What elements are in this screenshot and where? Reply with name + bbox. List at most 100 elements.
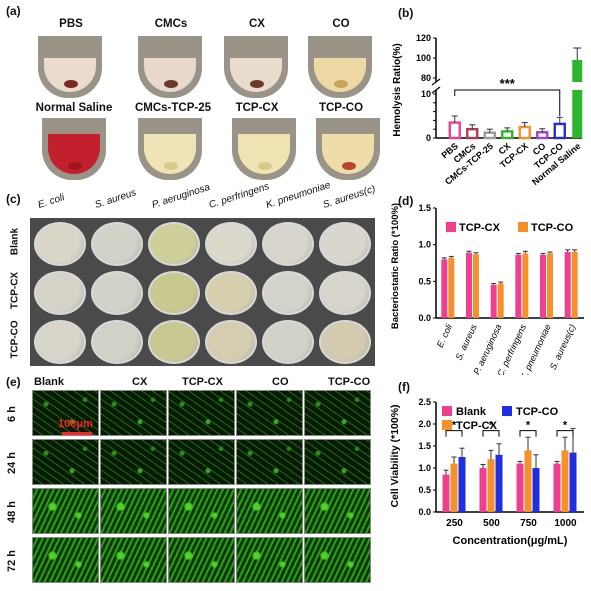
scale-bar <box>62 432 92 435</box>
petri-dish <box>262 320 314 364</box>
bar <box>524 450 532 512</box>
sediment-dot <box>250 80 264 88</box>
significance-bracket <box>519 430 537 437</box>
row-label: 48 h <box>6 501 18 524</box>
micrograph <box>32 488 99 534</box>
petri-dish <box>319 271 371 315</box>
row-label: 6 h <box>6 406 18 422</box>
bar <box>564 252 571 318</box>
bar <box>483 131 496 140</box>
micrograph <box>168 439 235 485</box>
column-label: P. aeruginosa <box>150 181 212 211</box>
axis-break-mark <box>431 78 441 86</box>
x-tick-label: 750 <box>520 518 537 529</box>
sample-tube <box>308 36 372 98</box>
y-tick-label: 0.5 <box>418 485 431 495</box>
y-tick-label: 10 <box>421 89 431 99</box>
x-tick-label: S. aureus(c) <box>548 323 578 372</box>
petri-dish <box>34 320 86 364</box>
sediment-dot <box>334 80 348 88</box>
bar-lower <box>572 90 583 138</box>
bar <box>490 285 497 318</box>
bar <box>561 450 569 512</box>
column-label: CX <box>132 376 148 388</box>
dish-grid-background <box>30 218 375 366</box>
panel-label-c: (c) <box>6 192 21 206</box>
sediment-dot <box>342 162 356 170</box>
significance-bracket <box>445 430 463 437</box>
sample-tube <box>138 36 202 98</box>
bacteriostatic-chart: 0.0 0.5 1.0 1.5 Bacteriostatic Ratio (*100%)… <box>390 203 584 375</box>
x-tick-label: E. coli <box>435 322 455 349</box>
y-tick-label: 0.0 <box>418 507 431 517</box>
sediment-dot <box>164 80 178 88</box>
column-label: Blank <box>34 376 64 388</box>
sample-tube <box>224 36 288 98</box>
micrograph <box>304 537 371 583</box>
legend-label: TCP-CX <box>456 420 498 432</box>
tube-label: Normal Saline <box>35 102 113 114</box>
bar <box>522 253 529 318</box>
legend-swatch <box>442 406 452 416</box>
column-label: TCP-CO <box>328 376 371 388</box>
sample-tube <box>316 118 380 180</box>
bar <box>572 60 583 82</box>
y-axis-label: Hemolysis Ratio(%) <box>392 43 403 136</box>
micrograph <box>236 488 303 534</box>
y-tick-label: 120 <box>416 33 431 43</box>
micrograph <box>168 537 235 583</box>
panel-label-f: (f) <box>398 380 410 394</box>
tube-label: PBS <box>59 18 83 30</box>
micrograph <box>32 390 99 436</box>
axis-break-mark <box>431 86 441 94</box>
significance-star: * <box>563 420 568 432</box>
micrograph <box>32 537 99 583</box>
significance-stars: *** <box>500 76 516 91</box>
legend-swatch <box>502 406 512 416</box>
bar <box>466 252 472 318</box>
y-tick-label: 80 <box>421 73 431 83</box>
column-label: CO <box>272 376 289 388</box>
petri-dish <box>34 222 86 266</box>
y-tick-label: 0 <box>426 133 431 143</box>
bar <box>540 254 546 318</box>
legend-swatch <box>442 420 452 430</box>
significance-bracket <box>482 430 500 437</box>
bar <box>487 459 495 512</box>
micrograph <box>168 488 235 534</box>
micrograph <box>100 537 167 583</box>
column-label: TCP-CX <box>182 376 223 388</box>
bar <box>532 468 540 512</box>
row-label: TCP-CO <box>9 320 21 359</box>
bar <box>442 474 450 512</box>
petri-dish <box>148 222 200 266</box>
row-label: 24 h <box>6 452 18 475</box>
micrograph <box>304 488 371 534</box>
x-tick-label: 250 <box>446 518 463 529</box>
sediment-dot <box>258 162 272 170</box>
significance-bracket <box>454 89 561 116</box>
significance-bracket <box>556 430 574 437</box>
tube-label: CX <box>249 18 265 30</box>
micrograph <box>100 488 167 534</box>
cell-viability-chart: 0.0 0.5 1.0 1.5 2.0 2.5 Cell Viability (*100%)… <box>389 397 584 547</box>
micrograph <box>100 439 167 485</box>
y-tick-label: 2.5 <box>418 397 431 407</box>
legend-swatch <box>518 222 528 232</box>
bar <box>518 125 531 140</box>
petri-dish <box>148 271 200 315</box>
bar <box>473 254 479 318</box>
micrograph <box>236 537 303 583</box>
fluorescence-panel: Blank CX TCP-CX CO TCP-CO 6 h 24 h 48 h 72 h 100… <box>0 376 380 591</box>
petri-dish <box>91 222 143 266</box>
bar <box>495 454 503 512</box>
column-label: C. perfringens <box>207 181 271 211</box>
y-tick-label: 0.5 <box>418 276 431 286</box>
micrograph <box>304 439 371 485</box>
bar <box>448 257 455 318</box>
bar <box>458 457 466 512</box>
panel-label-a: (a) <box>6 4 21 18</box>
significance-star: * <box>526 420 531 432</box>
y-tick-label: 2.0 <box>418 419 431 429</box>
